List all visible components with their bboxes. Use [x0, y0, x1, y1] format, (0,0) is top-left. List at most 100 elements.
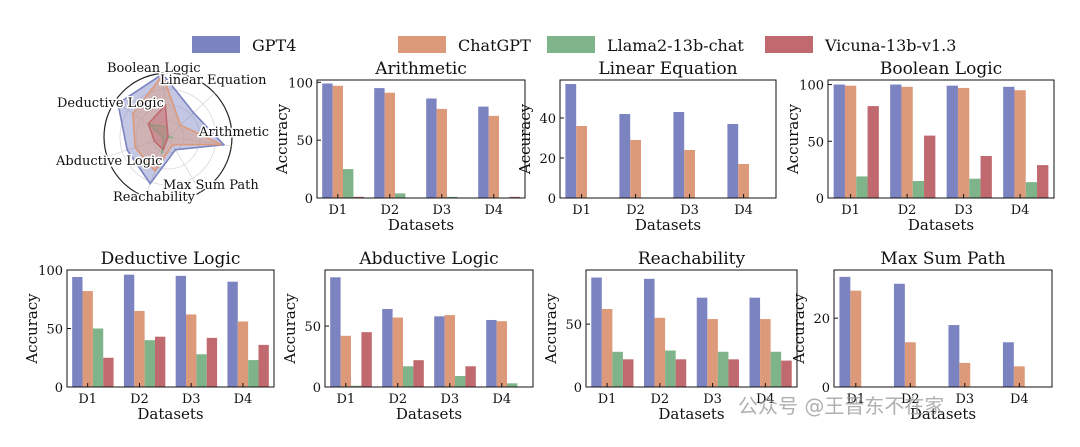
radar-axis-label-reachability: Reachability: [113, 190, 196, 205]
bar-reachability-llama2-13b-chat-d3: [717, 351, 729, 387]
bar-linear-equation-gpt4-d2: [619, 114, 631, 198]
y-tick-label-deductive-logic-0: 0: [55, 381, 63, 396]
radar-polygon-chatgpt: [132, 73, 222, 173]
x-tick-label-linear-equation-d1: D1: [572, 203, 591, 218]
x-tick-label-arithmetic-d1: D1: [328, 203, 347, 218]
bar-boolean-logic-llama2-13b-chat-d1: [856, 176, 868, 198]
x-tick-label-max-sum-path-d3: D3: [955, 392, 974, 407]
y-axis-label-linear-equation: Accuracy: [516, 103, 534, 175]
bar-deductive-logic-llama2-13b-chat-d4: [248, 360, 259, 387]
y-axis-label-reachability: Accuracy: [542, 293, 560, 365]
y-tick-label-max-sum-path-20: 20: [813, 312, 830, 327]
legend-swatch-llama2-13b-chat: [547, 36, 595, 53]
x-axis-label-arithmetic: Datasets: [388, 216, 454, 234]
radar-spoke-deductive-logic: [114, 101, 169, 138]
legend-label-llama2-13b-chat: Llama2-13b-chat: [607, 36, 744, 55]
bar-arithmetic-gpt4-d2: [374, 88, 385, 198]
bar-boolean-logic-llama2-13b-chat-d4: [1025, 182, 1038, 198]
bar-deductive-logic-vicuna-13b-v1-3-d4: [258, 344, 269, 387]
bar-abductive-logic-chatgpt-d1: [340, 335, 351, 387]
bar-abductive-logic-chatgpt-d2: [392, 317, 403, 387]
axes-frame-reachability: [585, 269, 798, 388]
bar-panel-linear-equation: Linear Equation 0 20 40 D1 D2 D3 D4 Datasets Accu…: [516, 59, 777, 234]
bar-reachability-gpt4-d1: [591, 277, 602, 387]
bar-deductive-logic-chatgpt-d1: [82, 291, 93, 387]
radar-spoke-abductive-logic: [106, 136, 169, 157]
bar-max-sum-path-chatgpt-d3: [959, 362, 971, 387]
bar-deductive-logic-vicuna-13b-v1-3-d3: [206, 337, 218, 387]
y-axis-label-deductive-logic: Accuracy: [23, 293, 41, 365]
x-tick-label-linear-equation-d3: D3: [680, 203, 699, 218]
x-tick-label-arithmetic-d4: D4: [484, 203, 503, 218]
bar-boolean-logic-vicuna-13b-v1-3-d1: [867, 106, 879, 198]
axes-frame-max-sum-path: [833, 269, 1053, 388]
x-tick-label-deductive-logic-d1: D1: [78, 392, 97, 407]
bar-boolean-logic-vicuna-13b-v1-3-d4: [1037, 165, 1049, 198]
legend-entry-gpt4: GPT4: [192, 36, 296, 55]
bar-deductive-logic-chatgpt-d2: [134, 310, 145, 387]
bar-linear-equation-gpt4-d3: [673, 112, 685, 198]
radar-polygon-gpt4: [117, 72, 226, 185]
bar-arithmetic-vicuna-13b-v1-3-d4: [509, 196, 520, 198]
y-tick-label-linear-equation-20: 20: [539, 152, 556, 167]
panel-title-max-sum-path: Max Sum Path: [880, 249, 1005, 269]
bar-arithmetic-llama2-13b-chat-d3: [447, 196, 458, 198]
radar-axis-label-linear-equation: Linear Equation: [160, 73, 267, 88]
bar-boolean-logic-chatgpt-d2: [901, 86, 913, 198]
bar-reachability-gpt4-d4: [749, 297, 761, 387]
bar-abductive-logic-llama2-13b-chat-d3: [455, 376, 466, 387]
bar-max-sum-path-chatgpt-d1: [850, 290, 862, 387]
y-tick-label-reachability-0: 0: [574, 381, 582, 396]
bar-abductive-logic-vicuna-13b-v1-3-d2: [413, 360, 424, 387]
legend-label-chatgpt: ChatGPT: [458, 36, 531, 55]
bar-reachability-chatgpt-d3: [707, 319, 718, 387]
radar-axis-label-max-sum-path: Max Sum Path: [163, 178, 259, 193]
bar-arithmetic-chatgpt-d4: [488, 115, 499, 198]
radar-axis-label-deductive-logic: Deductive Logic: [57, 96, 164, 111]
x-tick-label-reachability-d2: D2: [650, 392, 669, 407]
x-tick-label-deductive-logic-d3: D3: [182, 392, 201, 407]
x-tick-label-abductive-logic-d3: D3: [440, 392, 459, 407]
radar-axis-label-abductive-logic: Abductive Logic: [55, 154, 162, 169]
bar-deductive-logic-gpt4-d3: [175, 275, 187, 387]
radar-polygon-vicuna-13b-v1-3: [147, 103, 169, 152]
bar-abductive-logic-chatgpt-d3: [444, 315, 455, 387]
bar-panel-max-sum-path: Max Sum Path 0 20 D1 D2 D3 D4 Datasets Accuracy: [790, 249, 1053, 423]
bar-abductive-logic-gpt4-d2: [382, 309, 393, 387]
bar-deductive-logic-vicuna-13b-v1-3-d1: [103, 357, 114, 387]
panel-title-linear-equation: Linear Equation: [598, 59, 737, 79]
bar-arithmetic-gpt4-d3: [426, 98, 437, 198]
legend-label-vicuna-13b-v1-3: Vicuna-13b-v1.3: [824, 36, 956, 55]
x-axis-label-max-sum-path: Datasets: [910, 405, 976, 423]
bar-deductive-logic-gpt4-d4: [227, 281, 238, 387]
legend-swatch-gpt4: [192, 36, 240, 53]
y-axis-label-boolean-logic: Accuracy: [784, 103, 802, 175]
y-tick-label-arithmetic-0: 0: [305, 192, 313, 207]
bar-panel-abductive-logic: Abductive Logic 0 50 D1 D2 D3 D4 Datasets Accura…: [281, 249, 534, 423]
y-tick-label-max-sum-path-0: 0: [822, 381, 830, 396]
y-tick-label-linear-equation-40: 40: [539, 112, 556, 127]
x-tick-label-abductive-logic-d4: D4: [492, 392, 511, 407]
bar-deductive-logic-llama2-13b-chat-d1: [92, 328, 104, 387]
bar-reachability-llama2-13b-chat-d1: [612, 351, 623, 387]
panel-title-abductive-logic: Abductive Logic: [358, 249, 498, 269]
x-axis-label-linear-equation: Datasets: [635, 216, 701, 234]
y-tick-label-boolean-logic-0: 0: [816, 192, 824, 207]
watermark: 公众号 @王晋东不在家: [738, 394, 945, 418]
bar-reachability-vicuna-13b-v1-3-d3: [728, 359, 739, 387]
radar-grid-ring-2: [135, 104, 201, 170]
radar-axis-label-arithmetic: Arithmetic: [198, 125, 269, 140]
bar-panel-arithmetic: Arithmetic 0 50 100 D1 D2 D3 D4 Datasets Accuracy: [273, 59, 526, 234]
legend-entry-chatgpt: ChatGPT: [398, 36, 531, 55]
axes-frame-boolean-logic: [827, 79, 1055, 199]
bar-reachability-gpt4-d2: [644, 278, 655, 387]
legend-swatch-chatgpt: [398, 36, 446, 53]
bar-abductive-logic-llama2-13b-chat-d1: [351, 385, 362, 387]
bar-deductive-logic-llama2-13b-chat-d3: [196, 354, 207, 387]
bar-abductive-logic-gpt4-d3: [434, 316, 445, 387]
bar-boolean-logic-llama2-13b-chat-d3: [969, 178, 981, 198]
bar-abductive-logic-llama2-13b-chat-d4: [507, 383, 518, 387]
x-tick-label-max-sum-path-d2: D2: [901, 392, 920, 407]
x-tick-label-boolean-logic-d1: D1: [841, 203, 860, 218]
